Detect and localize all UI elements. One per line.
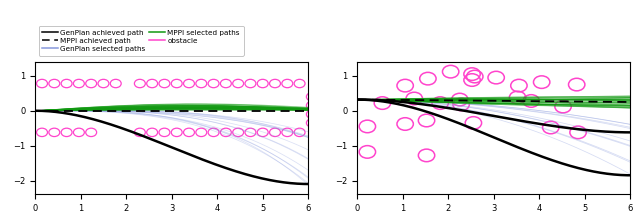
Legend: GenPlan achieved path, MPPI achieved path, GenPlan selected paths, MPPI selected: GenPlan achieved path, MPPI achieved pat… — [39, 26, 243, 56]
